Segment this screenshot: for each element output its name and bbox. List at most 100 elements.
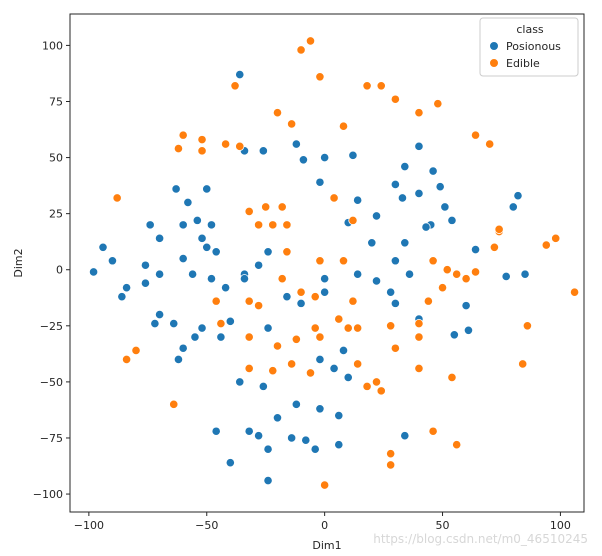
posionous-point [513,191,523,201]
edible-point [428,426,438,436]
edible-point [414,363,424,374]
posionous-point [272,413,283,423]
posionous-point [520,269,530,279]
edible-point [282,247,292,257]
y-axis-label: Dim2 [12,248,25,277]
posionous-point [178,343,188,353]
posionous-point [107,256,118,266]
posionous-point [296,298,306,308]
edible-point [169,399,179,409]
legend-marker-posionous [489,41,499,51]
posionous-point [244,426,254,436]
posionous-point [188,269,198,279]
posionous-point [334,410,344,421]
edible-point [569,287,580,297]
y-tick-label: −75 [40,432,63,445]
x-axis-label: Dim1 [312,539,341,552]
edible-point [489,242,500,252]
x-axis: −100 −50 0 50 100 [74,512,571,532]
edible-point [494,224,504,234]
edible-point [230,81,240,91]
edible-point [376,386,386,396]
edible-point [268,220,278,230]
posionous-point [183,197,193,208]
legend-label-posionous: Posionous [506,40,561,53]
edible-point [315,332,325,342]
posionous-point [348,150,358,160]
watermark-text: https://blog.csdn.net/m0_46510245 [373,532,588,546]
posionous-point [235,69,245,80]
posionous-point [287,433,297,443]
posionous-point [140,260,151,270]
posionous-point [154,309,165,320]
x-tick-label: −100 [74,519,104,532]
posionous-point [301,435,311,445]
edible-point [287,119,297,129]
edible-point [178,130,188,140]
posionous-point [190,332,200,342]
edible-point [551,233,561,243]
edible-point [371,377,382,387]
edible-point [131,345,141,356]
edible-point [315,72,325,82]
edible-point [310,323,320,333]
edible-point [277,274,287,284]
edible-point [112,193,122,203]
posionous-point [197,323,207,333]
posionous-point [121,283,132,293]
posionous-point [202,184,212,194]
posionous-point [258,146,268,156]
edible-point [452,269,462,279]
edible-point [254,301,264,311]
posionous-point [320,274,330,284]
edible-point [522,321,533,331]
edible-point [173,143,184,154]
posionous-point [428,166,438,176]
posionous-point [338,345,349,356]
edible-point [211,296,221,306]
edible-point [244,332,254,342]
edible-point [485,139,495,149]
edible-point [348,296,358,306]
edible-point [518,359,528,369]
edible-point [362,381,372,391]
x-tick-label: −50 [195,519,218,532]
posionous-point [197,233,207,243]
edible-point [461,274,471,284]
posionous-point [440,202,450,212]
edible-point [310,292,320,302]
edible-point [296,45,306,55]
posionous-point [211,426,221,436]
posionous-point [291,399,301,409]
edible-point [268,366,278,376]
edible-point [437,283,448,293]
plot-frame [69,13,585,513]
edible-point [261,202,271,212]
edible-point [272,341,283,351]
posionous-point [88,267,99,277]
edible-point [423,296,433,306]
posionous-point [225,458,235,468]
posionous-point [447,215,457,225]
posionous-point [421,222,431,232]
posionous-point [221,283,231,293]
posionous-points [88,69,530,486]
edible-point [348,215,358,225]
legend-box [479,17,579,77]
posionous-point [206,274,217,284]
posionous-point [390,179,400,190]
legend-marker-edible [489,58,499,68]
posionous-point [291,139,301,149]
edible-point [390,343,400,353]
edible-point [428,256,438,266]
edible-point [244,206,254,217]
posionous-point [225,316,235,326]
posionous-point [353,269,363,279]
y-tick-label: −100 [33,488,63,501]
edible-point [414,332,424,342]
edible-point [197,146,207,156]
posionous-point [414,188,424,199]
posionous-point [508,202,518,212]
edible-point [414,108,424,118]
edible-point [470,267,481,277]
